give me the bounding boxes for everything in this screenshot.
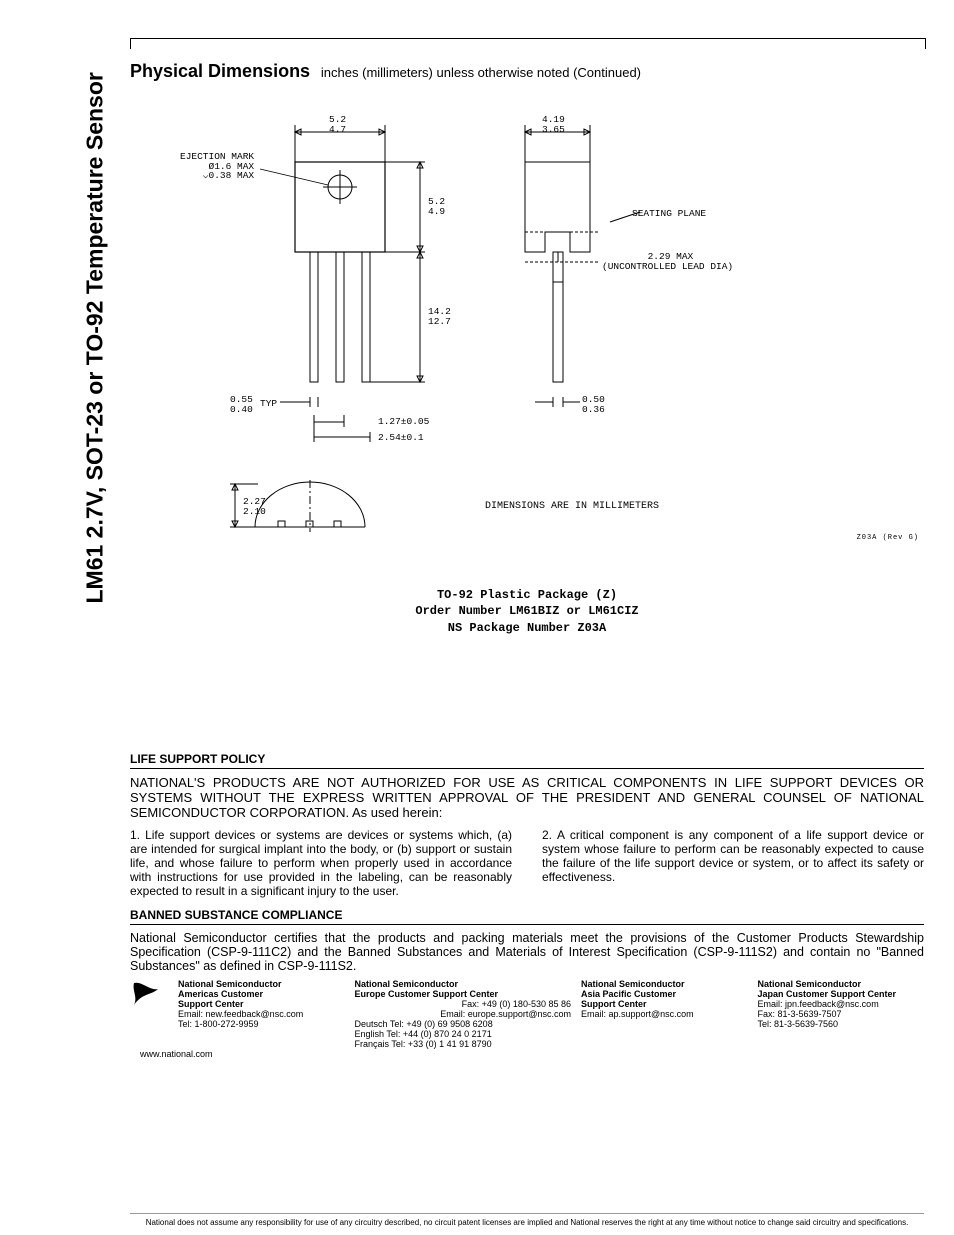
width-dim: 5.2 4.7	[329, 115, 346, 134]
uncontrolled-lead-label: 2.29 MAX (UNCONTROLLED LEAD DIA)	[602, 252, 733, 271]
americas-email: Email: new.feedback@nsc.com	[178, 1009, 345, 1019]
japan-email: Email: jpn.feedback@nsc.com	[758, 999, 925, 1009]
side-width: 4.19 3.65	[542, 115, 565, 134]
section-header: Physical Dimensions inches (millimeters)…	[130, 61, 924, 82]
policy-intro: NATIONAL'S PRODUCTS ARE NOT AUTHORIZED F…	[130, 775, 924, 820]
caption-line2: Order Number LM61BIZ or LM61CIZ	[130, 603, 924, 620]
diagram-caption: TO-92 Plastic Package (Z) Order Number L…	[130, 587, 924, 637]
dims-note: DIMENSIONS ARE IN MILLIMETERS	[485, 502, 659, 512]
lead-length-dim: 14.2 12.7	[428, 307, 451, 326]
caption-line1: TO-92 Plastic Package (Z)	[130, 587, 924, 604]
policy-item-1: 1. Life support devices or systems are d…	[130, 828, 512, 898]
ns-logo-icon	[130, 979, 162, 1011]
section-subtitle: inches (millimeters) unless otherwise no…	[321, 65, 641, 80]
website-link[interactable]: www.national.com	[140, 1049, 345, 1059]
contact-asia: National Semiconductor Asia Pacific Cust…	[581, 979, 748, 1059]
side-thickness: 2.27 2.10	[243, 497, 266, 516]
policy-item-2: 2. A critical component is any component…	[542, 828, 924, 898]
americas-center: Americas Customer	[178, 989, 345, 999]
life-support-policy: LIFE SUPPORT POLICY NATIONAL'S PRODUCTS …	[130, 752, 924, 898]
package-diagram: EJECTION MARK Ø1.6 MAX ⌵0.38 MAX 5.2 4.7…	[130, 97, 924, 637]
japan-company: National Semiconductor	[758, 979, 925, 989]
disclaimer: National does not assume any responsibil…	[130, 1213, 924, 1227]
typ-label: TYP	[260, 399, 277, 409]
contact-europe: National Semiconductor Europe Customer S…	[355, 979, 571, 1059]
americas-center2: Support Center	[178, 999, 345, 1009]
europe-tel-fr: Français Tel: +33 (0) 1 41 91 8790	[355, 1039, 571, 1049]
japan-center: Japan Customer Support Center	[758, 989, 925, 999]
banned-text: National Semiconductor certifies that th…	[130, 931, 924, 973]
banned-substance-section: BANNED SUBSTANCE COMPLIANCE National Sem…	[130, 908, 924, 973]
lead-dia: 0.50 0.36	[582, 395, 605, 414]
policy-heading: LIFE SUPPORT POLICY	[130, 752, 924, 769]
caption-line3: NS Package Number Z03A	[130, 620, 924, 637]
japan-fax: Fax: 81-3-5639-7507	[758, 1009, 925, 1019]
asia-center: Asia Pacific Customer	[581, 989, 748, 999]
page: LM61 2.7V, SOT-23 or TO-92 Temperature S…	[0, 0, 954, 1235]
europe-email: Email: europe.support@nsc.com	[355, 1009, 571, 1019]
rev-label: Z03A (Rev G)	[857, 534, 919, 542]
asia-email: Email: ap.support@nsc.com	[581, 1009, 748, 1019]
seating-plane-label: SEATING PLANE	[632, 209, 706, 219]
pitch2: 2.54±0.1	[378, 433, 424, 443]
europe-center: Europe Customer Support Center	[355, 989, 571, 999]
contacts-row: National Semiconductor Americas Customer…	[130, 979, 924, 1059]
asia-company: National Semiconductor	[581, 979, 748, 989]
europe-tel-en: English Tel: +44 (0) 870 24 0 2171	[355, 1029, 571, 1039]
ejection-mark-label: EJECTION MARK Ø1.6 MAX ⌵0.38 MAX	[180, 152, 254, 181]
lead-width-dim: 0.55 0.40	[230, 395, 253, 414]
logo-column	[130, 979, 168, 1059]
contact-americas: National Semiconductor Americas Customer…	[178, 979, 345, 1059]
height-dim: 5.2 4.9	[428, 197, 445, 216]
section-title: Physical Dimensions	[130, 61, 310, 81]
contact-japan: National Semiconductor Japan Customer Su…	[758, 979, 925, 1059]
content-frame: Physical Dimensions inches (millimeters)…	[130, 38, 924, 1225]
pitch1: 1.27±0.05	[378, 417, 429, 427]
europe-tel-de: Deutsch Tel: +49 (0) 69 9508 6208	[355, 1019, 571, 1029]
sidebar-title: LM61 2.7V, SOT-23 or TO-92 Temperature S…	[82, 72, 109, 603]
americas-tel: Tel: 1-800-272-9959	[178, 1019, 345, 1029]
europe-fax: Fax: +49 (0) 180-530 85 86	[355, 999, 571, 1009]
europe-company: National Semiconductor	[355, 979, 571, 989]
banned-heading: BANNED SUBSTANCE COMPLIANCE	[130, 908, 924, 925]
americas-company: National Semiconductor	[178, 979, 345, 989]
asia-center2: Support Center	[581, 999, 748, 1009]
japan-tel: Tel: 81-3-5639-7560	[758, 1019, 925, 1029]
frame-top-border	[130, 38, 926, 49]
